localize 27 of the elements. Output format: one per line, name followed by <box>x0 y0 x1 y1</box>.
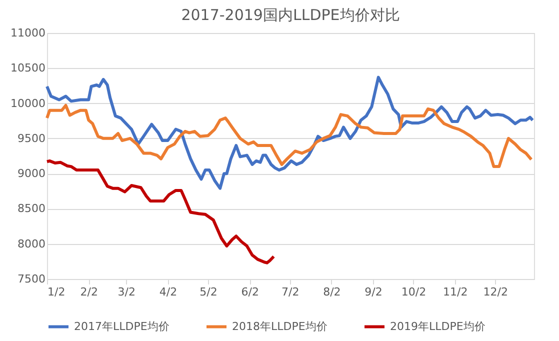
legend-label: 2019年LLDPE均价 <box>390 320 486 333</box>
y-tick-label: 9000 <box>18 167 46 180</box>
line-series <box>46 76 534 190</box>
x-tick-label: 7/2 <box>281 286 300 298</box>
x-tick-label: 11/2 <box>442 286 468 298</box>
x-tick-label: 4/2 <box>159 286 178 298</box>
x-tick-label: 10/2 <box>401 286 426 298</box>
x-tick-label: 6/2 <box>241 286 259 298</box>
x-tick-label: 8/2 <box>323 286 341 298</box>
legend-label: 2017年LLDPE均价 <box>74 320 170 333</box>
y-tick-label: 10500 <box>10 62 46 75</box>
y-tick-label: 7500 <box>18 272 46 286</box>
chart-title: 2017-2019国内LLDPE均价对比 <box>181 6 400 24</box>
y-tick-label: 11000 <box>10 26 46 40</box>
line-series <box>46 159 276 264</box>
x-tick-label: 2/2 <box>80 286 98 298</box>
y-tick-label: 9500 <box>18 132 46 145</box>
y-tick-label: 10000 <box>10 96 46 110</box>
y-tick-label: 8500 <box>18 202 46 216</box>
x-tick-label: 5/2 <box>200 286 218 298</box>
line-series <box>46 104 533 168</box>
y-tick-label: 8000 <box>18 237 46 250</box>
x-tick-label: 1/2 <box>48 286 66 298</box>
x-tick-label: 3/2 <box>118 286 136 298</box>
x-tick-label: 12/2 <box>483 286 508 298</box>
x-tick-label: 9/2 <box>364 286 382 298</box>
legend-label: 2018年LLDPE均价 <box>232 320 328 333</box>
